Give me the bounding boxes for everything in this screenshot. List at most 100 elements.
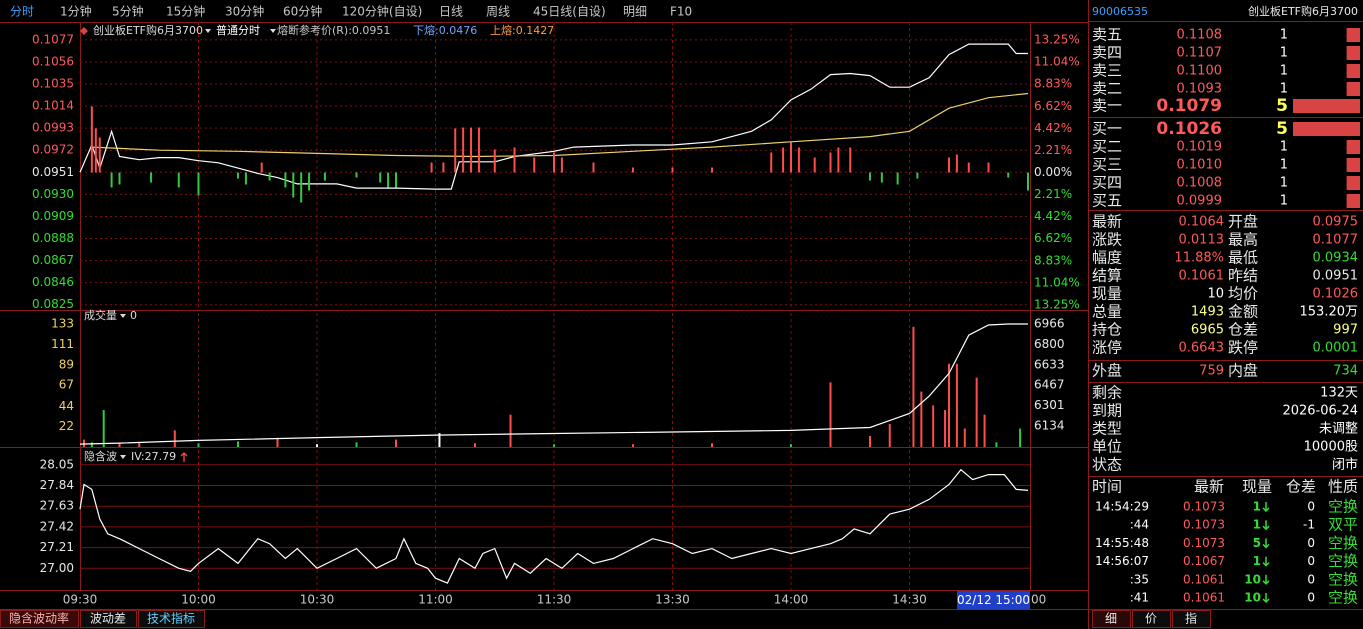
- y-tick-label: 0.1056: [32, 54, 74, 68]
- order-qty: 1: [1280, 82, 1288, 97]
- quote-tab[interactable]: 价: [1145, 612, 1157, 626]
- tab-box[interactable]: [1132, 610, 1171, 628]
- bottom-tab[interactable]: 技术指标: [147, 611, 195, 626]
- chart-title: 创业板ETF购6月3700: [93, 23, 203, 37]
- bar: [237, 172, 239, 179]
- order-price: 0.1026: [1156, 119, 1222, 139]
- stat-value: 6965: [1191, 323, 1224, 338]
- bar: [355, 442, 358, 447]
- bottom-tab[interactable]: 隐含波动率: [9, 611, 69, 626]
- y-tick-label: 27.63: [40, 499, 74, 513]
- order-price: 0.1100: [1177, 64, 1223, 79]
- bottom-tab[interactable]: 波动差: [90, 612, 126, 626]
- y2-tick-label: 2.21%: [1034, 143, 1072, 157]
- bar: [323, 172, 326, 181]
- bar: [711, 167, 713, 173]
- cursor-label: 02/12 15:00: [957, 593, 1030, 607]
- quote-tab[interactable]: 细: [1105, 612, 1117, 626]
- stat-label: 金额: [1228, 303, 1258, 321]
- y-tick-label: 27.84: [40, 478, 74, 492]
- toolbar-tab[interactable]: 1分钟: [60, 4, 92, 19]
- toolbar-tab[interactable]: 30分钟: [225, 4, 264, 19]
- y2-tick-label: 6.62%: [1034, 231, 1072, 245]
- bar: [308, 172, 311, 191]
- y2-tick-label: 6.62%: [1034, 99, 1072, 113]
- bar: [438, 433, 441, 447]
- order-label: 卖一: [1092, 97, 1122, 115]
- tab-box[interactable]: [0, 610, 79, 628]
- y2-tick-label: 6800: [1034, 337, 1065, 351]
- down-arrow-icon: [1262, 574, 1270, 585]
- bar: [782, 147, 785, 173]
- bar: [790, 142, 792, 173]
- tab-box[interactable]: [1092, 610, 1131, 628]
- bar: [837, 147, 840, 173]
- down-arrow-icon: [1262, 556, 1270, 567]
- toolbar-tab[interactable]: 分时: [10, 5, 34, 19]
- bar: [177, 172, 180, 188]
- series-line: [79, 43, 1028, 190]
- toolbar-tab[interactable]: 45日线(自设): [533, 5, 606, 19]
- qty-bar: [1293, 122, 1360, 136]
- bar: [967, 162, 970, 173]
- y-tick-label: 0.0972: [32, 143, 74, 157]
- trade-qty: 10: [1244, 572, 1261, 586]
- bar: [102, 410, 105, 447]
- order-price: 0.1108: [1177, 28, 1223, 43]
- stat-label: 昨结: [1228, 267, 1258, 285]
- toolbar-tab[interactable]: 120分钟(自设): [342, 4, 422, 19]
- trade-oi-change: 0: [1307, 554, 1315, 568]
- series-line: [91, 92, 1029, 158]
- stat-label: 总量: [1092, 303, 1122, 321]
- stat-value: 0.0113: [1179, 233, 1225, 248]
- bar: [813, 157, 816, 173]
- up-arrow-icon: [180, 452, 188, 462]
- chart-title: 隐含波: [84, 449, 117, 463]
- y2-tick-label: 6301: [1034, 398, 1065, 412]
- quote-tab[interactable]: 指: [1185, 611, 1197, 626]
- tab-box[interactable]: [138, 610, 205, 628]
- stat-label: 涨跌: [1092, 231, 1122, 249]
- contract-label: 单位: [1092, 438, 1122, 456]
- toolbar-tab[interactable]: 5分钟: [112, 4, 144, 19]
- trade-price: 0.1073: [1183, 536, 1225, 550]
- tab-box[interactable]: [80, 610, 137, 628]
- bar: [1007, 172, 1010, 178]
- toolbar-tab[interactable]: F10: [670, 5, 692, 19]
- bar: [355, 172, 358, 178]
- toolbar-tab[interactable]: 60分钟: [283, 4, 322, 19]
- bar: [150, 172, 153, 183]
- toolbar-tab[interactable]: 15分钟: [166, 4, 205, 19]
- stat-value: 1493: [1191, 305, 1224, 320]
- order-qty: 5: [1276, 119, 1288, 139]
- bar: [237, 441, 239, 447]
- toolbar-tab[interactable]: 日线: [439, 5, 463, 19]
- y2-tick-label: 6966: [1034, 317, 1065, 331]
- contract-label: 状态: [1092, 456, 1122, 474]
- bar: [513, 147, 516, 173]
- stat-value: 997: [1333, 323, 1358, 338]
- order-label: 买三: [1092, 156, 1122, 174]
- contract-code: 90006535: [1092, 5, 1148, 18]
- contract-value: 未调整: [1319, 422, 1358, 437]
- tab-box[interactable]: [1172, 610, 1211, 628]
- trade-time: :41: [1130, 591, 1149, 605]
- y2-tick-label: 4.42%: [1034, 209, 1072, 223]
- bar: [110, 172, 113, 188]
- trade-type: 空换: [1328, 498, 1358, 516]
- stat-label: 最低: [1228, 249, 1258, 267]
- bar: [790, 444, 792, 447]
- bar: [920, 391, 923, 447]
- toolbar-tab[interactable]: 明细: [623, 5, 647, 19]
- trades-header: 性质: [1328, 478, 1358, 496]
- stat-value: 0.1061: [1179, 269, 1225, 284]
- y-tick-label: 0.0951: [32, 165, 74, 179]
- bar: [118, 443, 121, 447]
- toolbar-tab[interactable]: 周线: [486, 5, 510, 19]
- trade-qty: 1: [1253, 518, 1261, 532]
- y-tick-label: 67: [59, 378, 74, 392]
- trade-time: :44: [1130, 518, 1149, 532]
- trades-header: 现量: [1242, 478, 1272, 496]
- y-tick-label: 0.0846: [32, 275, 74, 289]
